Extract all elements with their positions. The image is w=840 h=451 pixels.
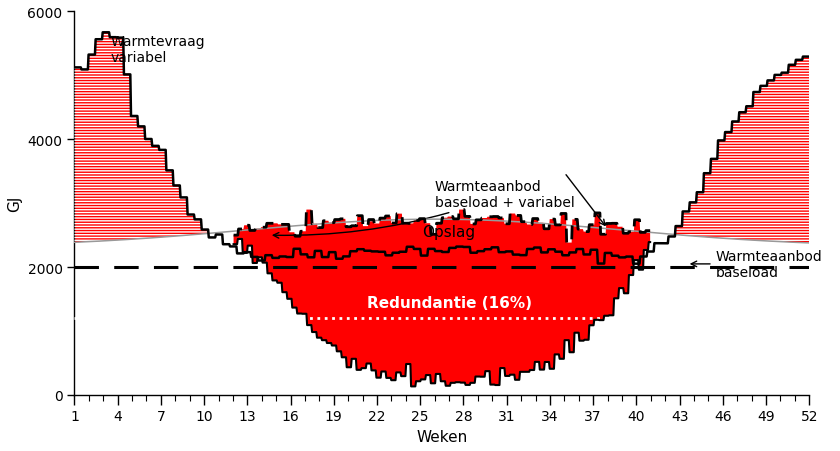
Text: Warmteaanbod
baseload + variabel: Warmteaanbod baseload + variabel: [273, 179, 575, 239]
Text: Warmtevraag
variabel: Warmtevraag variabel: [110, 35, 205, 65]
Y-axis label: GJ: GJ: [7, 196, 22, 212]
Text: Redundantie (16%): Redundantie (16%): [366, 295, 532, 310]
Text: Opslag: Opslag: [423, 225, 475, 240]
X-axis label: Weken: Weken: [417, 429, 468, 444]
Text: Warmteaanbod
baseload: Warmteaanbod baseload: [691, 249, 822, 279]
